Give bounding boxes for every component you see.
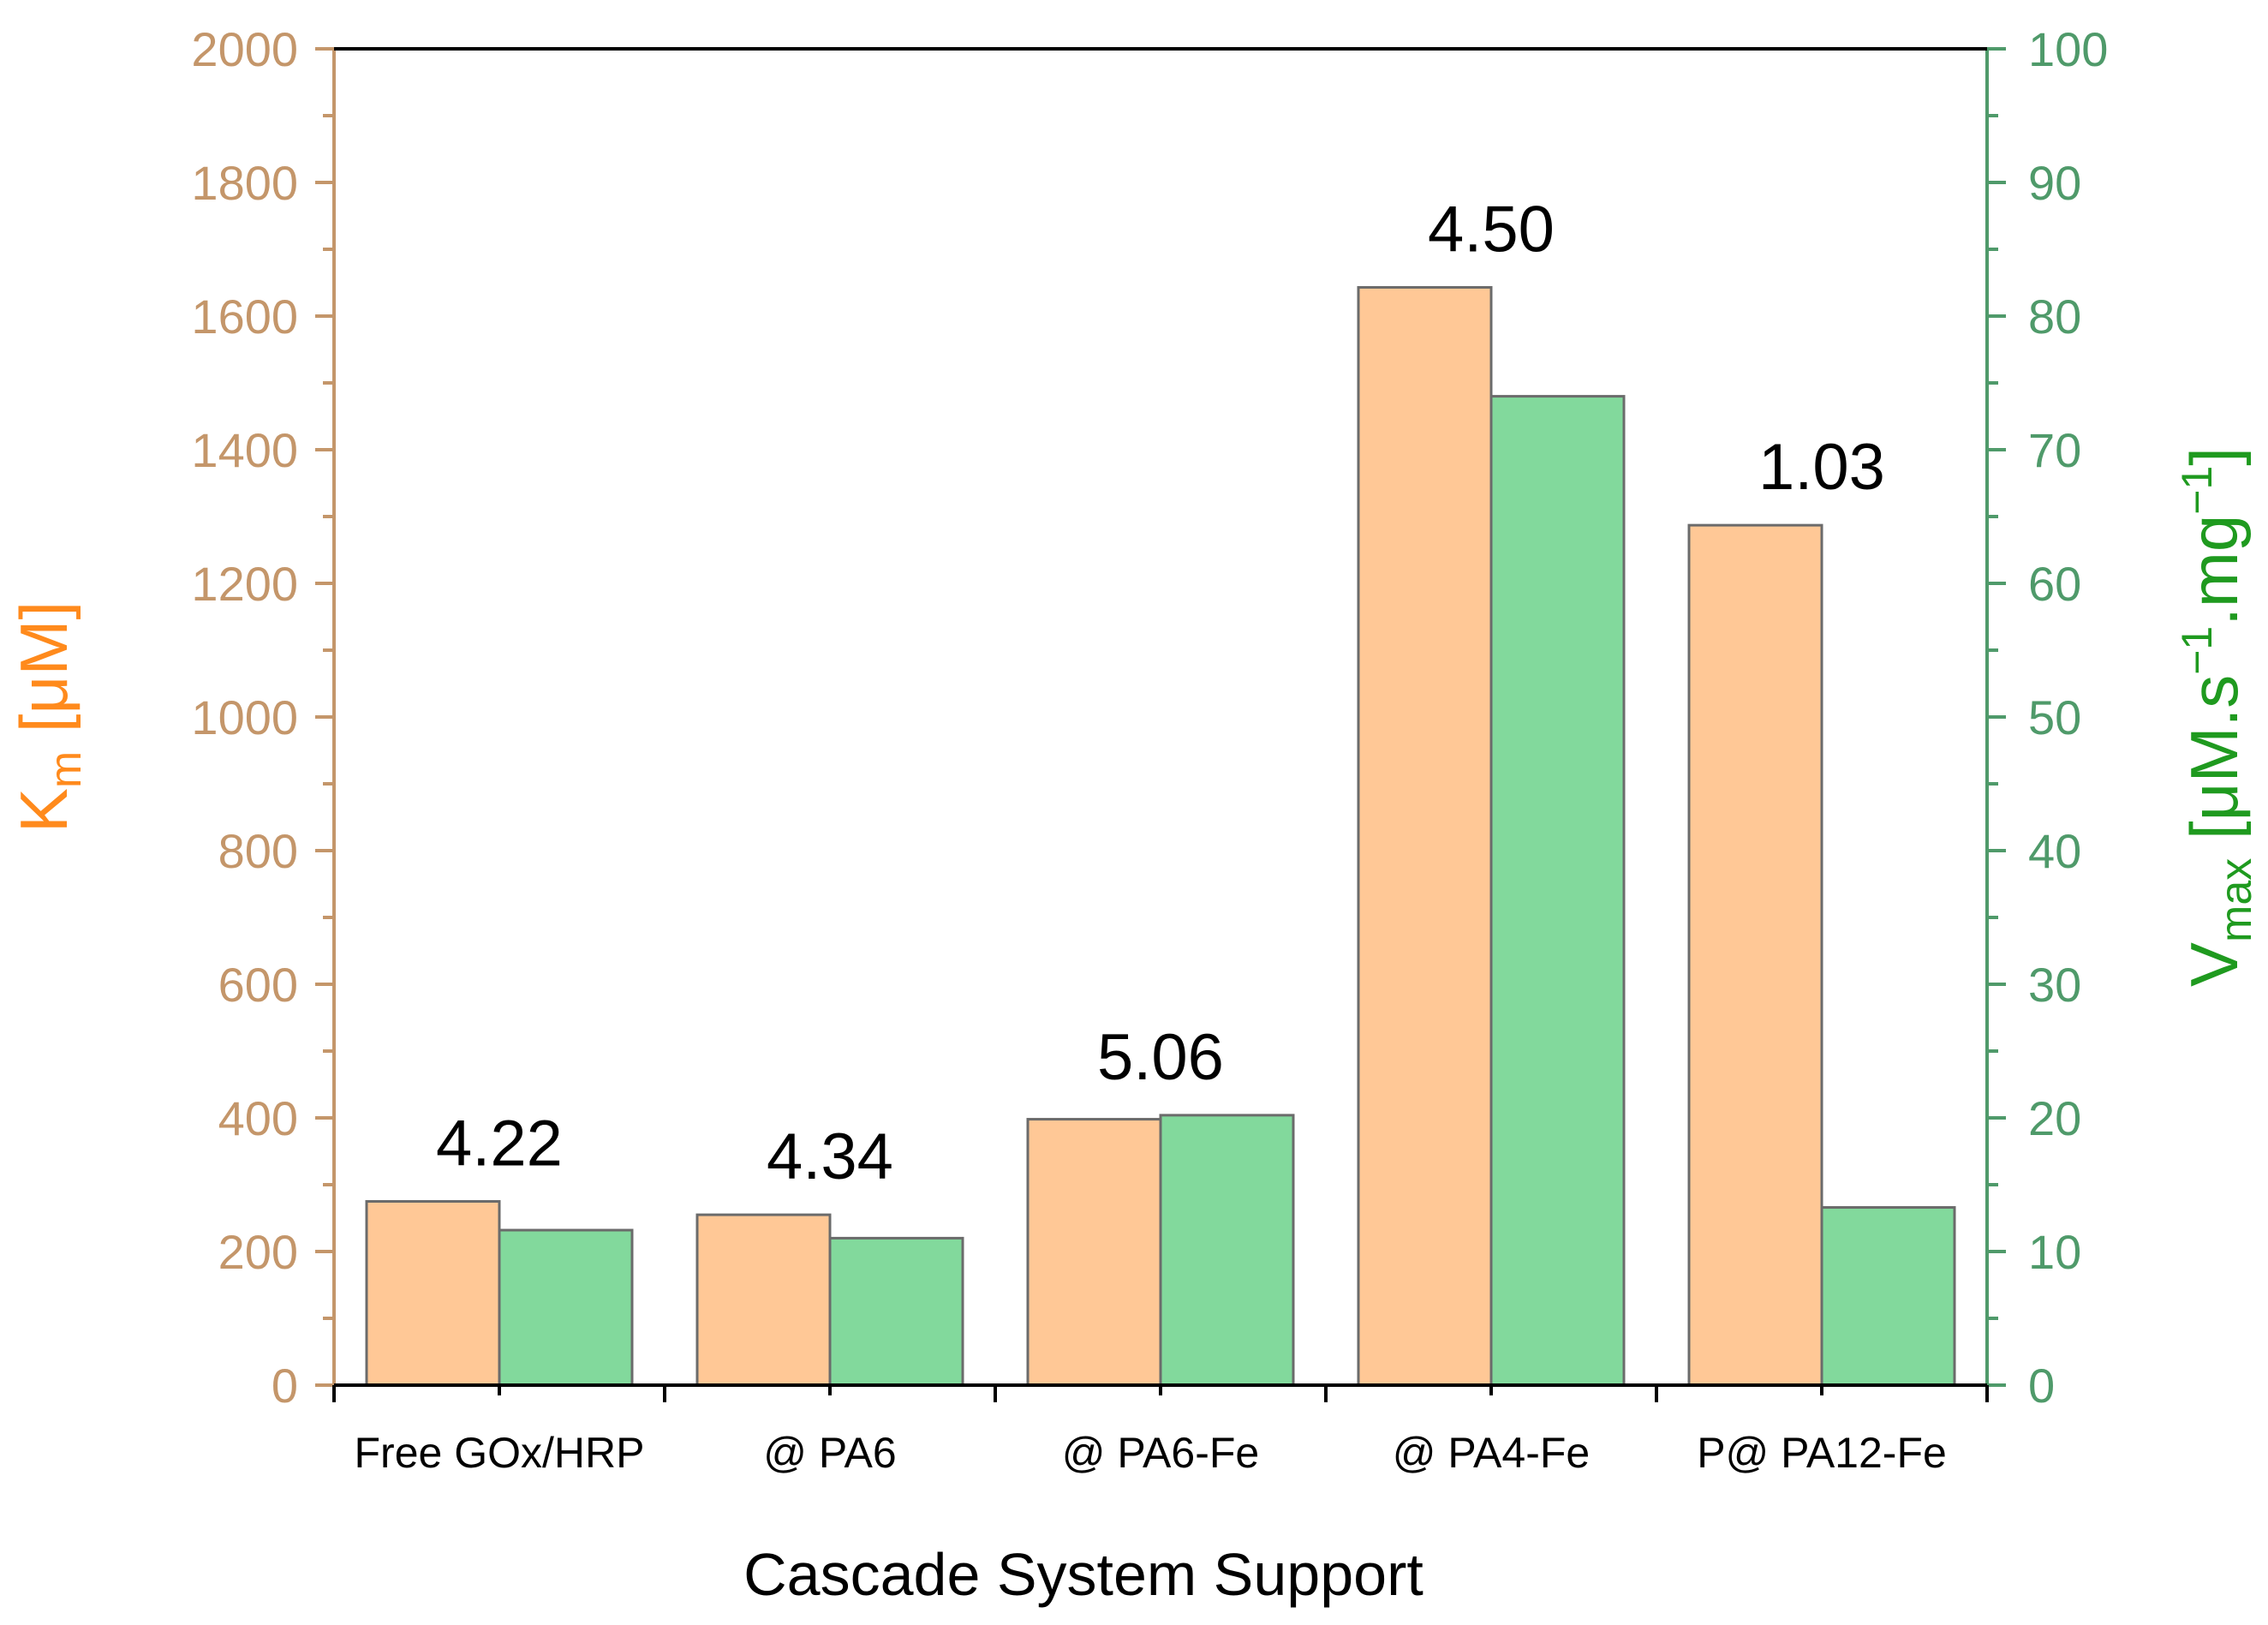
right-tick-label: 60 [2028,557,2081,611]
km-bar [695,1213,832,1387]
bar-annotation: 5.06 [1097,1021,1224,1094]
right-tick-label: 70 [2028,423,2081,477]
right-tick-label: 0 [2028,1359,2055,1413]
right-tick-label: 30 [2028,958,2081,1012]
left-tick-label: 0 [272,1359,298,1413]
left-tick-label: 1400 [191,423,298,477]
vmax-bar [1159,1114,1295,1387]
km-bar [1687,523,1823,1387]
vmax-bar [498,1228,634,1387]
labels-group: 4.22 Free GOx/HRP 4.34 @ PA6 5.06 @ PA6-Fe 4.5… [355,193,1947,1477]
category-label: Free GOx/HRP [355,1429,645,1477]
bar-annotation: 1.03 [1758,431,1885,504]
bar-annotation: 4.22 [436,1108,563,1180]
vmax-bar [1489,395,1626,1387]
left-tick-label: 200 [218,1225,298,1279]
bars-group [365,285,1956,1387]
left-tick-label: 1600 [191,290,298,344]
axes-group: 0 0 200 10 400 20 600 30 800 40 1000 50 1200 60 1400 70… [191,22,2108,1413]
left-tick-label: 400 [218,1091,298,1145]
bar-annotation: 4.34 [767,1120,893,1193]
vmax-bar [1820,1206,1956,1387]
km-bar [365,1200,501,1387]
right-tick-label: 40 [2028,824,2081,878]
left-tick-label: 1800 [191,156,298,210]
right-tick-label: 10 [2028,1225,2081,1279]
left-tick-label: 2000 [191,22,298,76]
km-bar [1357,285,1493,1387]
left-tick-label: 600 [218,958,298,1012]
right-tick-label: 50 [2028,690,2081,744]
right-tick-label: 100 [2028,22,2108,76]
vmax-bar [828,1236,964,1387]
left-tick-label: 1000 [191,690,298,744]
left-y-axis-title: Km [μM] [6,601,91,833]
km-bar [1026,1118,1162,1387]
right-y-axis-title: Vmax [μM.s−1.mg−1] [2173,447,2261,987]
category-label: @ PA6 [763,1429,896,1477]
right-tick-label: 20 [2028,1091,2081,1145]
right-tick-label: 80 [2028,290,2081,344]
bar-annotation: 4.50 [1428,193,1555,266]
x-axis-title: Cascade System Support [743,1541,1423,1608]
category-label: @ PA4-Fe [1393,1429,1590,1477]
left-tick-label: 1200 [191,557,298,611]
category-label: @ PA6-Fe [1062,1429,1259,1477]
category-label: P@ PA12-Fe [1697,1429,1947,1477]
right-tick-label: 90 [2028,156,2081,210]
left-tick-label: 800 [218,824,298,878]
